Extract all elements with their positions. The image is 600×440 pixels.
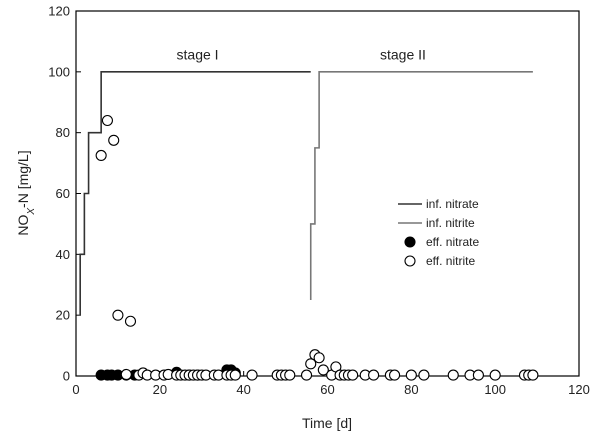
point-eff-nitrite [246,369,258,381]
point-eff-nitrite [447,369,459,381]
point-eff-nitrite [120,368,132,381]
x-tick-label: 80 [404,382,418,397]
point-eff-nitrite [389,369,401,381]
y-axis-label: NOX-N [mg/L] [15,150,37,235]
x-axis-label: Time [d] [302,415,352,431]
legend-label: eff. nitrite [426,254,475,268]
x-tick-label: 120 [568,382,590,397]
point-eff-nitrite [284,369,296,381]
point-eff-nitrite [229,369,241,381]
y-tick-label: 40 [56,247,70,262]
series-lines [79,71,533,316]
point-eff-nitrite [300,369,313,381]
y-tick-label: 60 [56,186,70,201]
stage-annotation: stage II [380,47,426,63]
point-eff-nitrite [405,369,417,381]
y-tick-label: 0 [63,369,70,384]
x-tick-label: 100 [484,382,506,397]
axis-ticks: 0 20 40 60 80 100 120 0 20 40 60 80 100 120 [48,4,590,398]
point-eff-nitrite [95,149,107,162]
point-eff-nitrite [368,369,380,381]
y-axis-label-sub: X [26,208,37,216]
point-eff-nitrite [317,364,329,376]
plot-frame [75,10,580,377]
legend-label: inf. nitrite [426,216,475,230]
y-tick-label: 100 [48,64,70,79]
y-tick-label: 80 [56,125,70,140]
point-eff-nitrite [124,315,137,327]
point-eff-nitrite [347,369,359,381]
point-eff-nitrite [527,369,539,381]
series-line-inf-nitrate [79,71,311,316]
stage-annotation: stage I [177,47,219,63]
point-eff-nitrite [108,134,120,146]
y-axis-label-rest: -N [mg/L] [15,150,31,208]
x-tick-label: 60 [320,382,334,397]
legend-label: inf. nitrate [426,197,479,211]
point-eff-nitrite [418,369,430,381]
legend-swatch [404,255,416,267]
legend-swatch [404,236,416,248]
legend: inf. nitrate inf. nitrite eff. nitrate eff.… [398,197,479,268]
series-line-inf-nitrite [309,71,533,300]
stage-annotations: stage I stage II [177,47,426,63]
point-eff-nitrite [112,309,124,321]
point-eff-nitrite [101,114,113,127]
x-tick-label: 20 [153,382,167,397]
y-tick-label: 20 [56,308,70,323]
legend-label: eff. nitrate [426,235,479,249]
y-axis-label-base: NO [15,215,31,236]
point-eff-nitrite [313,352,325,364]
point-eff-nitrite [305,358,317,370]
series-markers [95,114,539,381]
point-eff-nitrite [472,369,484,381]
x-tick-label: 0 [72,382,79,397]
point-eff-nitrite [489,369,501,381]
x-tick-label: 40 [236,382,250,397]
y-tick-label: 120 [48,4,70,19]
